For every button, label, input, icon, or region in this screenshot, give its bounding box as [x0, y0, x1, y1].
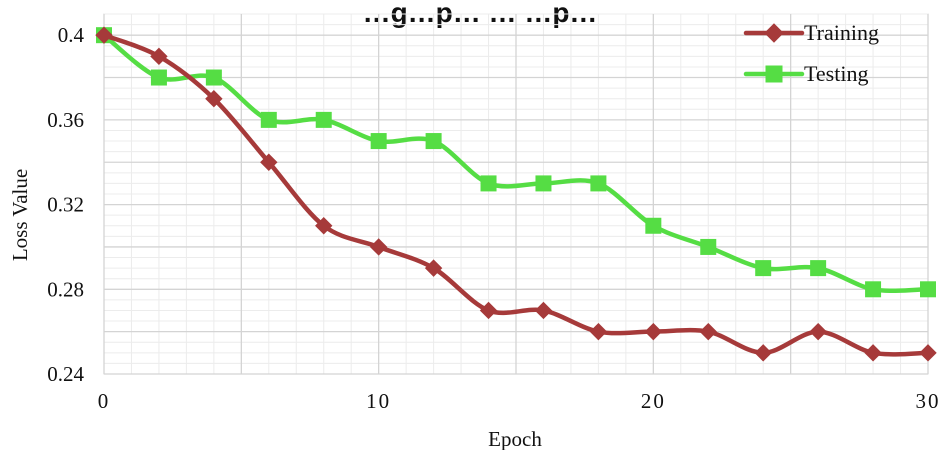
- data-point-testing: [205, 69, 222, 86]
- data-point-training: [315, 217, 333, 235]
- data-point-training: [150, 47, 168, 66]
- y-tick-label: 0.28: [47, 277, 84, 301]
- data-point-testing: [260, 111, 277, 128]
- data-point-training: [95, 26, 113, 44]
- legend-label-testing: Testing: [804, 61, 868, 86]
- x-tick-label: 30: [916, 389, 941, 413]
- data-point-training: [260, 153, 278, 171]
- series-line-testing: [101, 32, 931, 294]
- data-point-testing: [535, 175, 552, 192]
- data-point-training: [919, 344, 937, 362]
- x-tick-label: 0: [98, 389, 111, 413]
- legend-marker-training: [764, 23, 784, 43]
- data-point-testing: [645, 217, 662, 234]
- data-point-testing: [370, 133, 387, 150]
- y-tick-label: 0.24: [47, 362, 84, 386]
- data-point-testing: [755, 260, 772, 277]
- data-point-training: [864, 344, 882, 362]
- legend-marker-testing: [765, 65, 783, 83]
- data-point-testing: [590, 175, 607, 192]
- legend-label-training: Training: [804, 20, 879, 45]
- data-point-testing: [700, 238, 717, 255]
- data-point-training: [699, 322, 717, 341]
- series-layer: [95, 26, 937, 362]
- data-point-testing: [315, 111, 332, 128]
- x-axis-title: Epoch: [488, 427, 542, 450]
- data-point-training: [809, 322, 827, 341]
- series-line-training: [101, 32, 931, 357]
- data-point-training: [754, 344, 772, 362]
- data-point-training: [205, 89, 223, 108]
- data-point-testing: [865, 281, 882, 298]
- legend: Training Testing: [743, 20, 879, 86]
- y-tick-label: 0.36: [47, 108, 84, 132]
- data-point-training: [369, 238, 388, 256]
- series-training: [95, 26, 937, 362]
- y-tick-label: 0.32: [47, 193, 84, 217]
- data-point-testing: [810, 260, 827, 277]
- data-point-testing: [920, 281, 936, 298]
- data-point-testing: [480, 175, 497, 192]
- legend-item-testing: Testing: [743, 61, 868, 86]
- x-tick-label: 20: [641, 389, 666, 413]
- data-point-training: [644, 322, 663, 341]
- data-point-testing: [425, 133, 442, 150]
- y-axis-title: Loss Value: [8, 169, 32, 261]
- data-point-training: [534, 301, 553, 320]
- data-point-training: [424, 259, 443, 277]
- y-tick-label: 0.4: [58, 23, 85, 47]
- data-point-training: [479, 301, 498, 320]
- data-point-training: [589, 322, 608, 341]
- x-tick-label: 10: [366, 389, 391, 413]
- data-point-testing: [150, 69, 167, 86]
- axes: 0 10 20 30 0.24 0.28 0.32 0.36 0.4: [47, 23, 941, 413]
- legend-item-training: Training: [743, 20, 879, 45]
